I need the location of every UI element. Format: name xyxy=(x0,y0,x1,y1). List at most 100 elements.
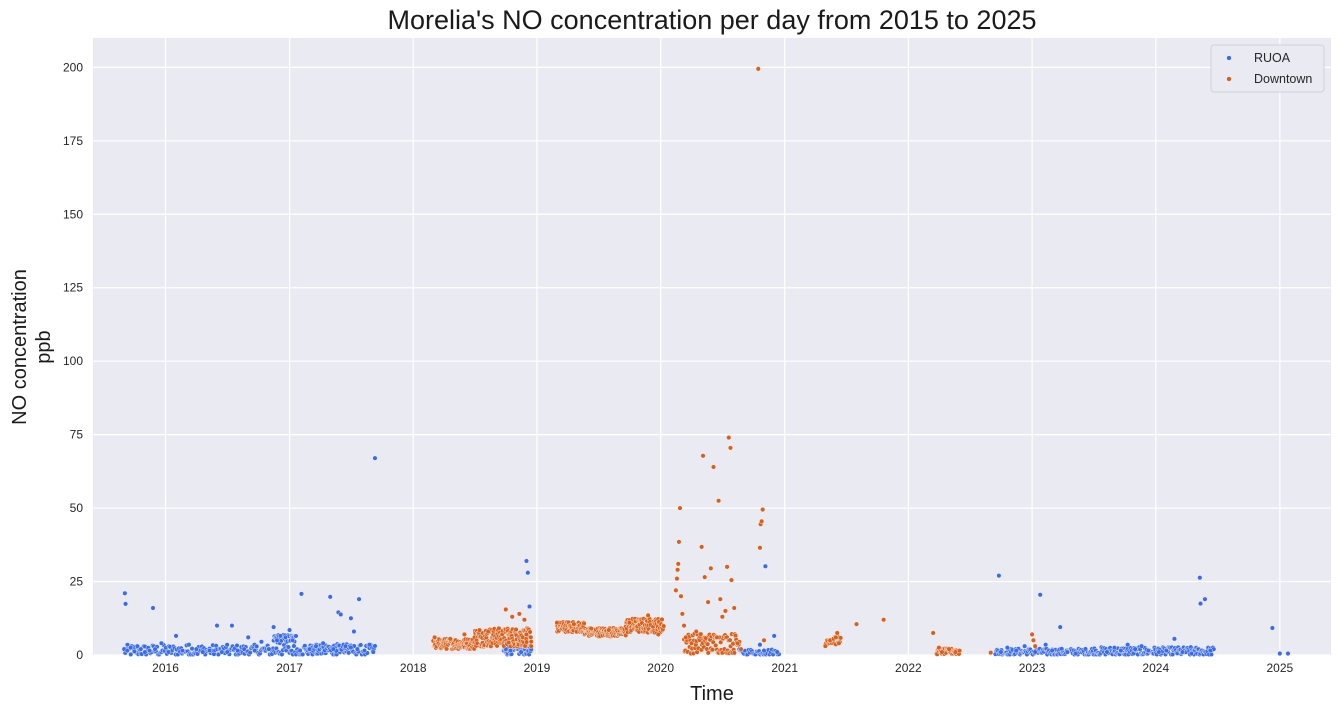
data-point xyxy=(1111,645,1117,651)
data-point xyxy=(713,642,719,648)
y-tick-label: 100 xyxy=(63,354,83,368)
data-point xyxy=(705,641,711,647)
data-point xyxy=(771,633,777,639)
data-point xyxy=(674,576,680,582)
data-point xyxy=(351,628,357,634)
data-point xyxy=(327,594,333,600)
x-tick-label: 2022 xyxy=(895,661,922,675)
data-point xyxy=(1139,643,1145,649)
data-point xyxy=(996,573,1002,579)
data-point xyxy=(726,435,732,441)
data-point xyxy=(354,646,360,652)
data-point xyxy=(693,628,699,634)
data-point xyxy=(186,642,192,648)
data-point xyxy=(200,649,206,655)
data-point xyxy=(673,587,679,593)
data-points xyxy=(121,66,1291,657)
data-point xyxy=(150,605,156,611)
data-point xyxy=(711,464,717,470)
data-point xyxy=(528,639,534,645)
data-point xyxy=(698,631,704,637)
y-tick-label: 125 xyxy=(63,281,83,295)
data-point xyxy=(774,649,780,655)
data-point xyxy=(503,606,509,612)
data-point xyxy=(834,630,840,636)
data-point xyxy=(370,649,376,655)
data-point xyxy=(757,545,763,551)
data-point xyxy=(527,604,533,610)
data-point xyxy=(762,563,768,569)
data-point xyxy=(287,627,293,633)
data-point xyxy=(215,651,221,657)
data-point xyxy=(1032,649,1038,655)
data-point xyxy=(313,643,319,649)
data-point xyxy=(298,591,304,597)
data-point xyxy=(342,643,348,649)
data-point xyxy=(214,623,220,629)
data-point xyxy=(1202,596,1208,602)
data-point xyxy=(1163,648,1169,654)
data-point xyxy=(219,649,225,655)
data-point xyxy=(158,640,164,646)
data-point xyxy=(1030,637,1036,643)
data-point xyxy=(528,643,534,649)
series-ruoa xyxy=(121,455,1291,657)
data-point xyxy=(554,620,560,626)
y-tick-label: 150 xyxy=(63,207,83,221)
data-point xyxy=(683,634,689,640)
y-tick-label: 175 xyxy=(63,134,83,148)
data-point xyxy=(626,620,632,626)
chart-title: Morelia's NO concentration per day from … xyxy=(387,5,1036,35)
data-point xyxy=(123,601,129,607)
data-point xyxy=(731,650,737,656)
data-point xyxy=(258,639,264,645)
data-point xyxy=(1132,646,1138,652)
data-point xyxy=(338,611,344,617)
data-point xyxy=(719,614,725,620)
data-point xyxy=(361,648,367,654)
data-point xyxy=(699,544,705,550)
data-point xyxy=(271,624,277,630)
data-point xyxy=(1125,642,1131,648)
data-point xyxy=(235,648,241,654)
data-point xyxy=(508,648,514,654)
data-point xyxy=(735,640,741,646)
data-point xyxy=(1004,645,1010,651)
data-point xyxy=(708,565,714,571)
data-point xyxy=(676,539,682,545)
data-point xyxy=(193,646,199,652)
data-point xyxy=(266,646,272,652)
legend-label-ruoa: RUOA xyxy=(1254,51,1291,65)
data-point xyxy=(588,626,594,632)
data-point xyxy=(679,611,685,617)
data-point xyxy=(705,599,711,605)
data-point xyxy=(274,637,280,643)
x-tick-label: 2021 xyxy=(771,661,798,675)
data-point xyxy=(675,561,681,567)
data-point xyxy=(207,648,213,654)
data-point xyxy=(147,648,153,654)
data-point xyxy=(241,646,247,652)
data-point xyxy=(518,649,524,655)
data-point xyxy=(822,643,828,649)
data-point xyxy=(348,644,354,650)
data-point xyxy=(1073,651,1079,657)
data-point xyxy=(581,620,587,626)
data-point xyxy=(252,648,258,654)
data-point xyxy=(229,623,235,629)
data-point xyxy=(705,650,711,656)
data-point xyxy=(523,631,529,637)
data-point xyxy=(930,630,936,636)
data-point xyxy=(606,627,612,633)
data-point xyxy=(348,615,354,621)
data-point xyxy=(738,646,744,652)
data-point xyxy=(523,558,529,564)
data-point xyxy=(1037,592,1043,598)
data-point xyxy=(838,635,844,641)
data-point xyxy=(1057,624,1063,630)
data-point xyxy=(939,649,945,655)
legend-marker-downtown xyxy=(1226,76,1232,82)
data-point xyxy=(124,648,130,654)
data-point xyxy=(528,634,534,640)
data-point xyxy=(722,608,728,614)
